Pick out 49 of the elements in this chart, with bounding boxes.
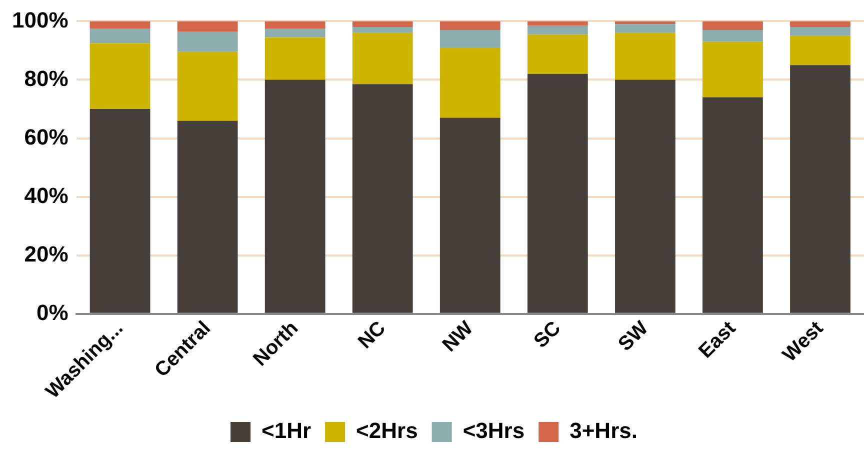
bar	[264, 37, 326, 80]
legend-label: <2Hrs	[356, 418, 418, 444]
legend-label: <1Hr	[262, 418, 312, 444]
bar	[352, 27, 413, 33]
bar	[702, 30, 763, 42]
bar	[177, 52, 238, 121]
bar	[352, 21, 413, 28]
y-tick-label: 40%	[24, 182, 68, 208]
bar	[264, 80, 326, 313]
bar	[90, 21, 150, 29]
bar	[702, 97, 763, 313]
bar	[440, 21, 500, 30]
bar	[90, 28, 150, 44]
bar	[440, 30, 500, 48]
bar	[264, 28, 326, 38]
bar	[440, 48, 500, 118]
x-tick-label: SC	[530, 317, 566, 352]
bar	[790, 36, 850, 66]
bar	[264, 21, 326, 29]
y-tick-label: 60%	[24, 124, 68, 150]
bar	[90, 43, 150, 109]
bar	[177, 21, 238, 32]
bar	[702, 21, 763, 30]
bar	[527, 21, 588, 26]
bar	[352, 32, 413, 84]
bar	[614, 24, 676, 33]
legend-label: <3Hrs	[462, 418, 525, 444]
y-tick-label: 0%	[36, 300, 68, 325]
bar	[177, 31, 238, 52]
bar	[790, 65, 850, 313]
bar	[90, 108, 150, 313]
y-tick-label: 80%	[24, 66, 68, 91]
bar	[352, 84, 413, 313]
bar	[702, 42, 763, 98]
bar	[440, 118, 500, 313]
x-tick-label: NC	[354, 317, 390, 354]
bar	[614, 80, 676, 313]
bar	[177, 120, 238, 313]
bar	[527, 26, 588, 34]
bar	[527, 34, 588, 74]
x-tick-label: NW	[438, 317, 478, 356]
legend-label: 3+Hrs.	[570, 418, 638, 444]
bar	[527, 74, 588, 313]
y-tick-label: 100%	[12, 7, 68, 32]
y-tick-label: 20%	[24, 241, 68, 266]
bar	[614, 32, 676, 80]
bar	[790, 27, 850, 36]
bar	[790, 21, 850, 28]
x-tick-label: SW	[614, 317, 653, 356]
